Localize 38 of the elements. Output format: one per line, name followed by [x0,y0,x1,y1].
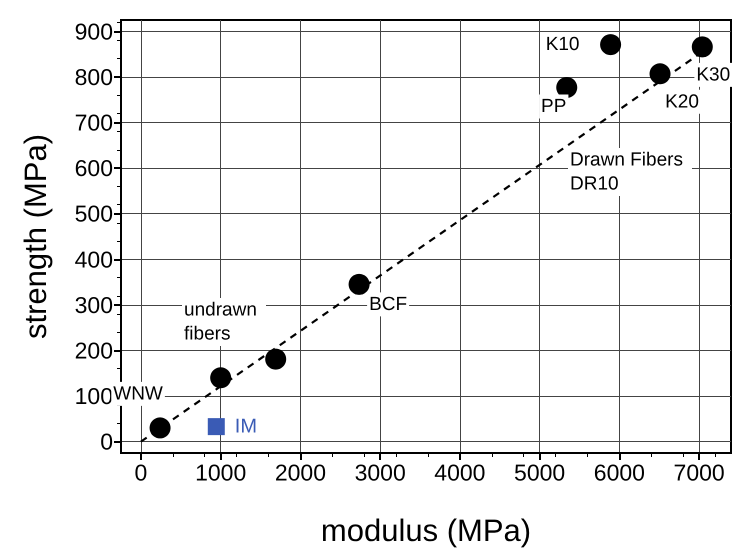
x-axis-title: modulus (MPa) [320,513,532,548]
point [600,34,622,56]
y-tick-label: 400 [74,246,113,272]
point [556,76,578,98]
point [150,417,171,438]
point [692,36,713,58]
y-tick-label: 200 [74,337,113,364]
annotation: WNW [113,383,163,404]
x-tick-label: 0 [134,460,148,486]
point [650,63,671,84]
y-tick-label: 800 [74,64,113,90]
y-tick-label: 500 [74,200,113,227]
series-label: IM [234,416,258,438]
annotation: BCF [369,294,408,315]
y-tick-label: 0 [100,428,113,455]
point [210,367,232,388]
point [208,418,225,436]
x-tick-label: 7000 [674,460,725,486]
x-tick-label: 5000 [514,460,566,486]
point [265,348,286,370]
annotation: K10 [546,34,580,56]
x-tick-label: 4000 [434,460,486,486]
x-tick-label: 2000 [274,460,326,486]
x-tick-label: 3000 [354,460,406,486]
point [348,274,370,295]
x-tick-label: 6000 [594,460,645,486]
annotation: undrawn fibers [184,300,262,344]
x-tick-label: 1000 [195,460,246,486]
y-axis-title: strength (MPa) [18,134,53,340]
annotation: PP [541,96,566,117]
annotation: K30 [696,64,730,86]
annotation: K20 [665,91,699,112]
y-tick-label: 100 [74,383,113,410]
y-tick-label: 300 [74,292,113,318]
y-tick-label: 900 [74,18,113,44]
annotation: Drawn Fibers DR10 [570,150,688,194]
y-tick-label: 600 [74,155,113,182]
y-tick-label: 700 [74,110,113,136]
